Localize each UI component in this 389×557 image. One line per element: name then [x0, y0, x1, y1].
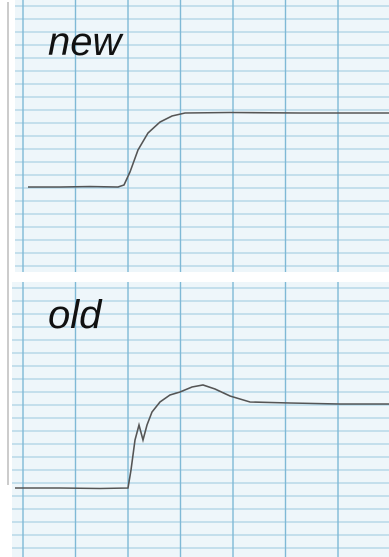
page: new old (() => { const data = JSON.parse…	[0, 0, 389, 557]
panel-label: old	[48, 293, 103, 337]
panel-label: new	[48, 20, 124, 64]
screenshot: new old	[0, 0, 389, 557]
